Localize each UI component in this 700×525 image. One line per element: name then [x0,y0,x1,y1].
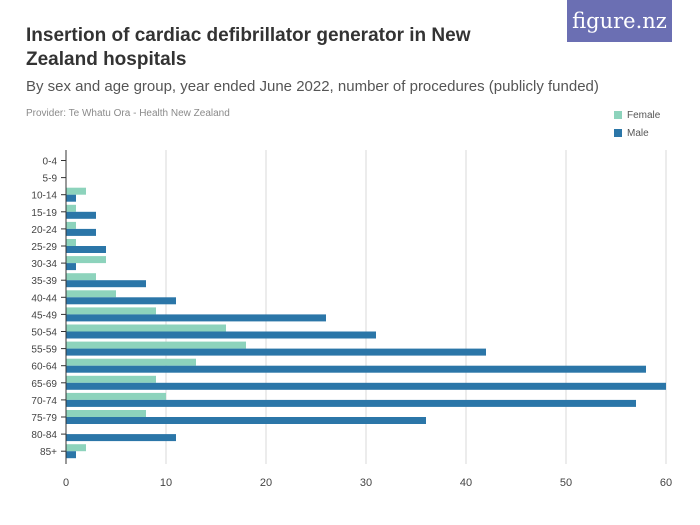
bar-male [66,314,326,322]
bar-female [66,239,76,246]
bar-male [66,194,76,202]
x-tick-label: 20 [260,477,272,489]
y-tick-label: 5-9 [43,174,58,185]
bar-female [66,324,226,332]
x-tick-label: 30 [360,477,372,489]
legend: Female Male [614,106,660,142]
y-tick-label: 80-84 [31,430,57,441]
legend-item-female: Female [614,106,660,124]
legend-swatch-female [614,111,622,119]
bar-male [66,297,176,305]
x-tick-label: 0 [63,477,69,489]
bar-male [66,331,376,339]
bar-male [66,365,646,373]
chart-title: Insertion of cardiac defibrillator gener… [26,25,471,70]
bar-male [66,348,486,356]
legend-label-male: Male [627,127,649,139]
bar-male [66,451,76,459]
bar-female [66,410,146,417]
bar-female [66,375,156,383]
chart-subtitle: By sex and age group, year ended June 20… [26,78,599,95]
bar-female [66,341,246,349]
bar-female [66,444,86,452]
x-tick-label: 60 [660,477,672,489]
bar-male [66,280,146,288]
bar-male [66,211,96,219]
y-tick-label: 35-39 [31,276,57,287]
y-tick-label: 15-19 [31,208,57,219]
bar-male [66,417,426,424]
y-tick-label: 40-44 [31,293,57,304]
legend-item-male: Male [614,124,660,142]
y-tick-label: 30-34 [31,259,57,270]
legend-label-female: Female [627,109,661,121]
bar-male [66,399,636,407]
bar-female [66,256,106,264]
y-tick-label: 0-4 [43,157,58,168]
y-tick-label: 45-49 [31,310,57,321]
y-tick-label: 20-24 [31,225,57,236]
bar-female [66,187,86,195]
legend-swatch-male [614,129,622,137]
y-tick-label: 60-64 [31,362,57,373]
x-tick-label: 50 [560,477,572,489]
bar-male [66,382,666,390]
bar-female [66,307,156,315]
bar-female [66,204,76,212]
provider-note: Provider: Te Whatu Ora - Health New Zeal… [26,108,230,119]
bar-male [66,263,76,271]
bar-male [66,246,106,253]
bar-female [66,221,76,229]
y-tick-label: 70-74 [31,396,57,407]
bar-male [66,434,176,442]
y-tick-label: 85+ [40,447,57,458]
x-tick-label: 40 [460,477,472,489]
y-tick-label: 10-14 [31,191,57,202]
y-tick-label: 50-54 [31,328,57,339]
bar-female [66,273,96,281]
bar-female [66,392,166,400]
bar-female [66,358,196,366]
y-tick-label: 65-69 [31,379,57,390]
bar-male [66,228,96,236]
x-tick-label: 10 [160,477,172,489]
y-tick-label: 25-29 [31,242,57,253]
y-tick-label: 75-79 [31,413,57,424]
figure-nz-logo: figure.nz [567,0,672,42]
bar-female [66,290,116,298]
y-tick-label: 55-59 [31,345,57,356]
